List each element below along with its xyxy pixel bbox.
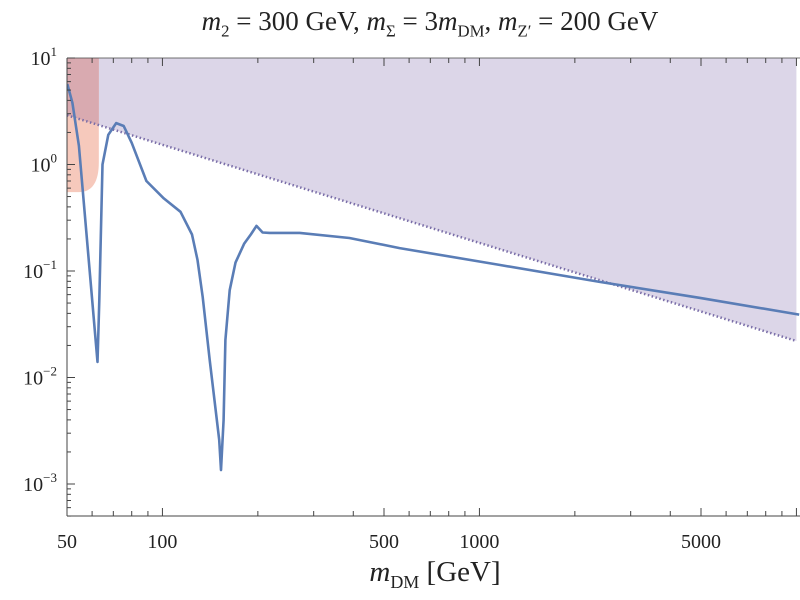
y-tick-exponent: 1: [51, 44, 58, 59]
y-tick-label: 100: [31, 151, 58, 177]
title-text: = 300 GeV,: [229, 6, 367, 36]
y-tick-base: 10: [31, 48, 51, 70]
y-tick-base: 10: [23, 261, 43, 283]
y-tick-label: 10−3: [23, 470, 57, 496]
xlabel-unit: [GeV]: [419, 556, 501, 588]
title-sub: DM: [457, 21, 485, 41]
series-line-0: [67, 83, 800, 472]
excluded-region-purple: [67, 58, 797, 342]
title-m2: m: [201, 6, 222, 36]
x-tick-label: 500: [369, 531, 399, 553]
title-mz: m: [497, 6, 518, 36]
xlabel-sub: DM: [390, 571, 420, 592]
y-tick-exponent: 0: [51, 151, 58, 166]
x-axis-label: mDM [GeV]: [0, 556, 800, 593]
y-tick-exponent: −3: [43, 470, 57, 485]
x-tick-label: 100: [147, 531, 177, 553]
y-tick-exponent: −1: [43, 257, 57, 272]
chart-title: m2 = 300 GeV, mΣ = 3mDM, mZ′ = 200 GeV: [0, 6, 800, 41]
excluded-region-overlap: [67, 58, 99, 126]
y-tick-base: 10: [31, 155, 51, 177]
y-tick-label: 10−1: [23, 257, 57, 283]
title-msigma: m: [366, 6, 387, 36]
xlabel-m: m: [369, 556, 391, 588]
y-tick-base: 10: [23, 368, 43, 390]
y-tick-base: 10: [23, 474, 43, 496]
title-sub: Z′: [517, 21, 532, 41]
title-sub: Σ: [386, 21, 396, 41]
title-text: = 3: [395, 6, 438, 36]
y-tick-label: 10−2: [23, 364, 57, 390]
y-tick-exponent: −2: [43, 364, 57, 379]
x-tick-label: 1000: [459, 531, 499, 553]
y-tick-label: 101: [31, 44, 58, 70]
title-text: ,: [484, 6, 498, 36]
title-sub: 2: [221, 21, 230, 41]
title-text: = 200 GeV: [531, 6, 659, 36]
x-tick-label: 5000: [681, 531, 721, 553]
title-mdm: m: [438, 6, 458, 36]
exclusion-boundary-dotted: [67, 114, 797, 343]
x-tick-label: 50: [57, 531, 77, 553]
